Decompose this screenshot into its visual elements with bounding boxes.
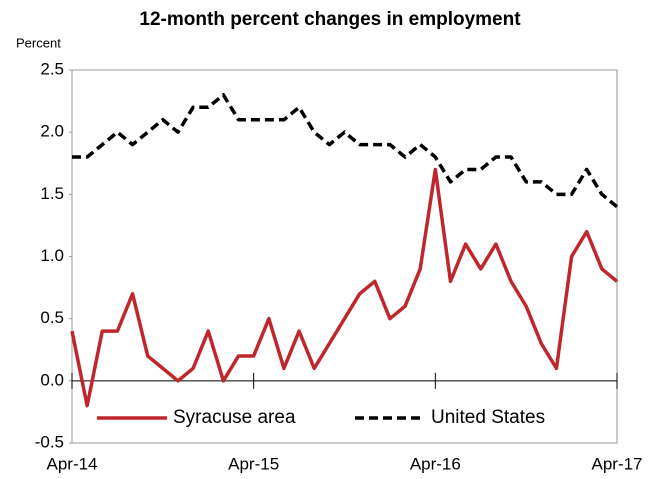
y-tick-label: 0.0 — [40, 370, 64, 389]
legend-label: United States — [431, 407, 545, 428]
x-tick-label: Apr-15 — [228, 454, 279, 473]
x-tick-label: Apr-17 — [591, 454, 642, 473]
chart-title: 12-month percent changes in employment — [139, 9, 521, 30]
y-tick-label: -0.5 — [35, 432, 64, 451]
y-tick-label: 0.5 — [40, 308, 64, 327]
x-tick-label: Apr-16 — [410, 454, 461, 473]
y-axis-label: Percent — [16, 35, 61, 50]
y-tick-label: 2.5 — [40, 59, 64, 78]
y-tick-label: 1.0 — [40, 246, 64, 265]
y-tick-label: 2.0 — [40, 122, 64, 141]
x-tick-label: Apr-14 — [46, 454, 97, 473]
series-line — [72, 93, 619, 209]
legend-label: Syracuse area — [173, 407, 296, 428]
y-tick-label: 1.5 — [40, 184, 64, 203]
series-line — [70, 167, 619, 408]
